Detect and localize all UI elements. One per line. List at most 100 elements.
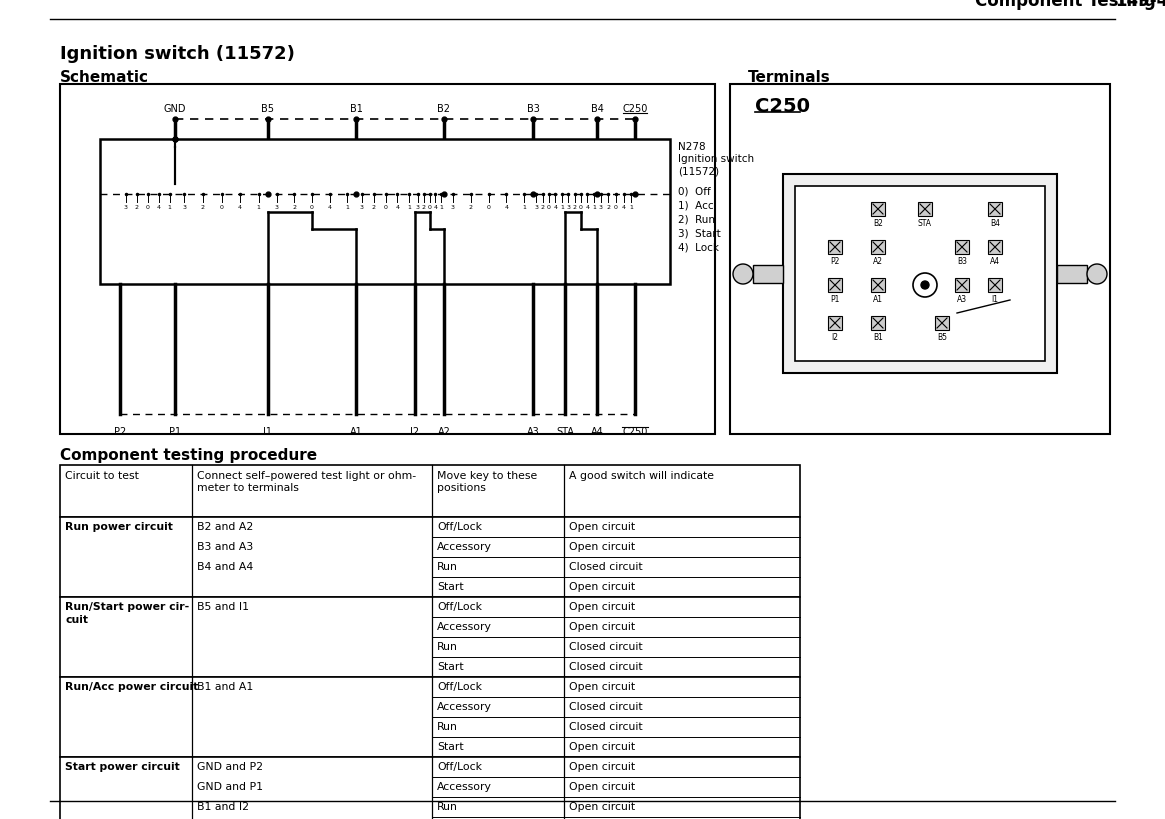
Bar [61, 597, 800, 677]
Text: N278: N278 [678, 142, 706, 152]
Text: Open circuit: Open circuit [569, 522, 635, 532]
Circle shape [922, 282, 929, 290]
Text: A3: A3 [527, 427, 539, 437]
Bar [61, 677, 800, 757]
Text: Ignition switch: Ignition switch [678, 154, 754, 164]
Text: 0)  Off: 0) Off [678, 186, 711, 196]
Text: B1 and A1: B1 and A1 [197, 681, 253, 691]
Bar [955, 241, 969, 255]
Text: P2: P2 [831, 256, 840, 265]
Text: B5: B5 [937, 333, 947, 342]
Text: 3: 3 [123, 205, 127, 210]
Text: Open circuit: Open circuit [569, 581, 635, 591]
Text: GND: GND [164, 104, 186, 114]
Text: Run: Run [437, 801, 458, 811]
Text: Ignition switch (11572): Ignition switch (11572) [61, 45, 295, 63]
Text: 2: 2 [372, 205, 375, 210]
Text: 4: 4 [156, 205, 161, 210]
Text: 1: 1 [345, 205, 350, 210]
Text: Closed circuit: Closed circuit [569, 721, 643, 731]
Text: 2)  Run: 2) Run [678, 214, 715, 224]
Text: A1: A1 [350, 427, 362, 437]
Text: Open circuit: Open circuit [569, 781, 635, 791]
Bar [61, 757, 800, 819]
Bar [100, 140, 670, 285]
Text: I2: I2 [832, 333, 839, 342]
Text: 0: 0 [487, 205, 490, 210]
Text: 4: 4 [327, 205, 332, 210]
Text: P1: P1 [169, 427, 181, 437]
Bar [988, 241, 1002, 255]
Text: Start power circuit: Start power circuit [65, 761, 179, 771]
Text: B3: B3 [527, 104, 539, 114]
Bar [753, 265, 783, 283]
Text: 2: 2 [134, 205, 139, 210]
Text: Run: Run [437, 561, 458, 572]
Text: Off/Lock: Off/Lock [437, 681, 482, 691]
Text: Schematic: Schematic [61, 70, 149, 85]
Text: Off/Lock: Off/Lock [437, 601, 482, 611]
Text: C250: C250 [622, 104, 648, 114]
Text: B1: B1 [873, 333, 883, 342]
Text: 0: 0 [219, 205, 224, 210]
Text: Open circuit: Open circuit [569, 541, 635, 551]
Bar [730, 85, 1110, 434]
Text: 3: 3 [566, 205, 570, 210]
Text: Open circuit: Open circuit [569, 601, 635, 611]
Bar [871, 317, 885, 331]
Circle shape [733, 265, 753, 285]
Text: I1: I1 [991, 295, 998, 304]
Text: A3: A3 [956, 295, 967, 304]
Bar [795, 187, 1045, 361]
Text: 2: 2 [607, 205, 610, 210]
Text: Connect self–powered test light or ohm-
meter to terminals: Connect self–powered test light or ohm- … [197, 470, 416, 493]
Text: 1: 1 [168, 205, 171, 210]
Text: STA: STA [556, 427, 574, 437]
Text: A4: A4 [591, 427, 603, 437]
Text: B2: B2 [873, 219, 883, 228]
Text: 2: 2 [573, 205, 577, 210]
Text: Open circuit: Open circuit [569, 622, 635, 631]
Text: 4: 4 [433, 205, 437, 210]
Text: 3)  Start: 3) Start [678, 228, 721, 238]
Text: STA: STA [918, 219, 932, 228]
Text: Accessory: Accessory [437, 622, 492, 631]
Text: Accessory: Accessory [437, 781, 492, 791]
Text: Accessory: Accessory [437, 701, 492, 711]
Bar [871, 203, 885, 217]
Text: B5 and I1: B5 and I1 [197, 601, 248, 611]
Text: Open circuit: Open circuit [569, 761, 635, 771]
Bar [61, 518, 800, 597]
Text: Run power circuit: Run power circuit [65, 522, 172, 532]
Text: Closed circuit: Closed circuit [569, 641, 643, 651]
Text: B4 and A4: B4 and A4 [197, 561, 253, 572]
Text: 1: 1 [629, 205, 633, 210]
Text: B4: B4 [591, 104, 603, 114]
Text: Open circuit: Open circuit [569, 681, 635, 691]
Text: 4)  Lock: 4) Lock [678, 242, 719, 251]
Circle shape [913, 274, 937, 297]
Text: 3: 3 [416, 205, 419, 210]
Text: 4: 4 [395, 205, 400, 210]
Text: 1: 1 [592, 205, 595, 210]
Text: 1: 1 [439, 205, 443, 210]
Text: I1: I1 [263, 427, 273, 437]
Text: 0: 0 [579, 205, 582, 210]
Text: 2: 2 [200, 205, 205, 210]
Text: 1: 1 [560, 205, 564, 210]
Text: B4: B4 [990, 219, 1000, 228]
Text: 4: 4 [622, 205, 626, 210]
Text: Off/Lock: Off/Lock [437, 761, 482, 771]
Text: Open circuit: Open circuit [569, 741, 635, 751]
Circle shape [1087, 265, 1107, 285]
Bar [828, 241, 842, 255]
Text: Closed circuit: Closed circuit [569, 661, 643, 672]
Bar [828, 278, 842, 292]
Bar [955, 278, 969, 292]
Text: B1 and I2: B1 and I2 [197, 801, 248, 811]
Text: Start: Start [437, 581, 464, 591]
Text: Off/Lock: Off/Lock [437, 522, 482, 532]
Text: GND and P1: GND and P1 [197, 781, 263, 791]
Text: A1: A1 [873, 295, 883, 304]
Text: C250: C250 [755, 97, 810, 115]
